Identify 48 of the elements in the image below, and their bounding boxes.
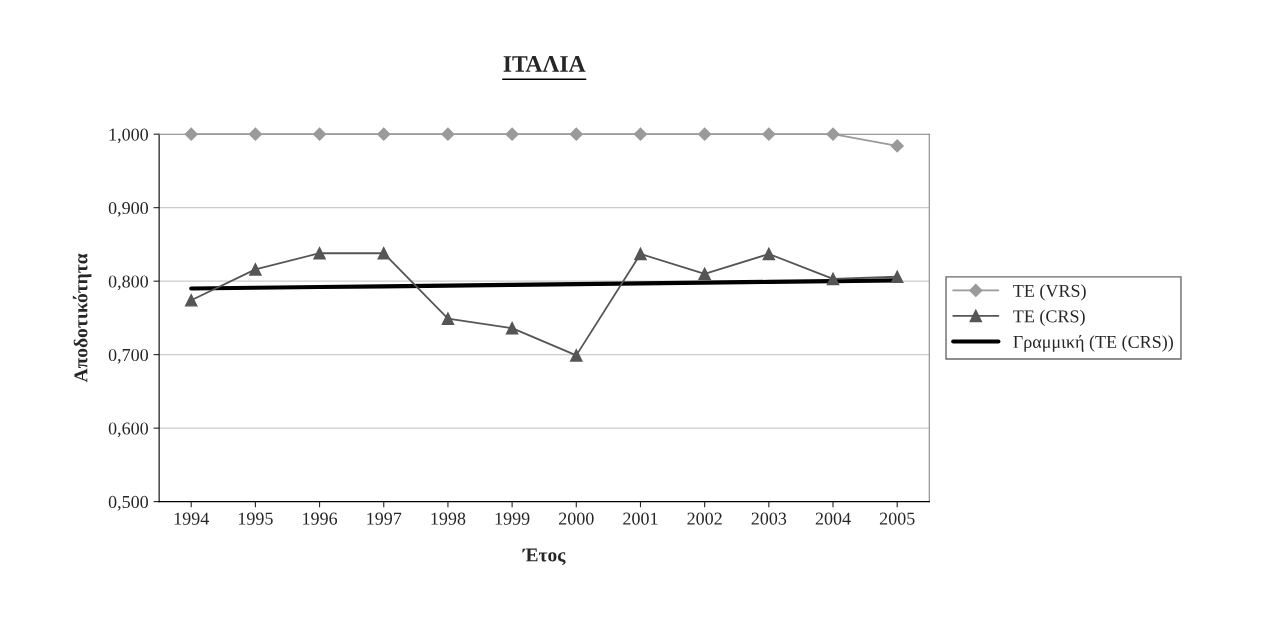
point	[312, 127, 327, 141]
y-tick-label: 0,500	[108, 495, 149, 511]
point	[890, 139, 904, 153]
point	[313, 246, 326, 260]
point	[249, 263, 262, 276]
point	[569, 127, 583, 141]
legend-label: Γραμμική (TE (CRS))	[1013, 335, 1173, 352]
point	[890, 270, 904, 284]
point	[505, 127, 519, 141]
point	[377, 246, 391, 260]
point	[634, 247, 647, 261]
point	[441, 127, 455, 141]
legend-label: TE (CRS)	[1013, 309, 1085, 327]
point	[698, 127, 712, 141]
y-axis-title: Αποδοτικότητα	[72, 253, 92, 383]
point	[184, 294, 198, 307]
x-tick-label: 2002	[687, 512, 722, 525]
point	[377, 127, 391, 141]
legend-label: TE (VRS)	[1013, 284, 1086, 301]
point	[633, 127, 648, 141]
y-tick-label: 1,000	[109, 128, 149, 144]
point	[826, 127, 840, 141]
point	[248, 127, 262, 141]
x-tick-label: 2003	[751, 512, 787, 525]
x-tick-label: 2001	[623, 512, 658, 525]
x-tick-label: 1995	[238, 512, 273, 525]
point	[441, 312, 455, 325]
x-tick-label: 1999	[495, 512, 530, 525]
x-tick-label: 2000	[559, 512, 594, 525]
y-tick-label: 0,600	[108, 422, 149, 438]
x-tick-label: 1998	[431, 512, 466, 525]
point	[698, 267, 711, 281]
y-tick-label: 0,700	[108, 348, 149, 364]
point	[184, 127, 198, 141]
chart-title: ΙΤΑΛΙΑ	[503, 56, 586, 72]
y-tick-label: 0,900	[108, 201, 149, 217]
point	[570, 349, 583, 362]
y-tick-label: 0,800	[108, 275, 149, 291]
x-tick-label: 2005	[879, 512, 915, 525]
x-tick-label: 2004	[815, 512, 851, 525]
x-tick-label: 1994	[174, 512, 209, 525]
point	[505, 321, 519, 335]
point	[762, 247, 776, 261]
point	[762, 127, 776, 141]
x-tick-label: 1996	[303, 512, 338, 525]
x-tick-label: 1997	[367, 512, 402, 525]
x-axis-title: Έτος	[522, 548, 566, 566]
point	[826, 272, 840, 286]
